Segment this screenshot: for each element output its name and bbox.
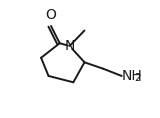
Text: N: N: [64, 38, 75, 53]
Text: 2: 2: [135, 73, 141, 83]
Text: O: O: [46, 8, 56, 22]
Text: NH: NH: [122, 69, 142, 83]
